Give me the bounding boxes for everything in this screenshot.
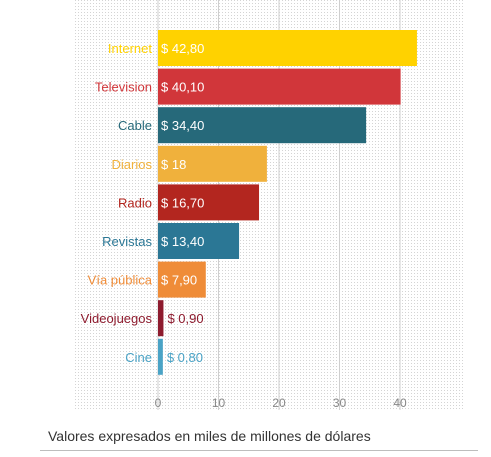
data-label: $ 0,80 (167, 350, 203, 365)
bar (158, 338, 163, 375)
data-label: $ 42,80 (161, 41, 204, 56)
category-label: Internet (108, 41, 152, 56)
data-label: $ 13,40 (161, 234, 204, 249)
category-label: Cable (118, 118, 152, 133)
category-label: Videojuegos (81, 311, 153, 326)
data-label: $ 0,90 (167, 311, 203, 326)
bar (158, 145, 267, 182)
bar (158, 300, 164, 337)
bar (158, 30, 417, 66)
tick-label: 10 (212, 396, 226, 410)
data-label: $ 40,10 (161, 80, 204, 95)
bar (158, 261, 206, 298)
category-label: Radio (118, 195, 152, 210)
category-label: Cine (125, 350, 152, 365)
category-label: Diarios (112, 157, 153, 172)
category-label: Revistas (102, 234, 152, 249)
tick-label: 20 (272, 396, 286, 410)
data-label: $ 16,70 (161, 195, 204, 210)
category-label: Vía pública (88, 273, 153, 288)
bar (158, 223, 240, 259)
chart-svg: $ 42,80 $ 40,10 $ 34,40 $ 18 $ 16,70 $ 13,40 $… (74, 0, 464, 410)
bar (158, 184, 260, 221)
caption-divider (40, 450, 478, 451)
data-label: $ 18 (161, 157, 186, 172)
category-labels: Internet Television Cable Diarios Radio Revis… (81, 41, 153, 365)
bar (158, 68, 401, 105)
bars: $ 42,80 $ 40,10 $ 34,40 $ 18 $ 16,70 $ 13,40 $… (158, 30, 417, 375)
plot-background (74, 0, 464, 410)
x-axis-ticks: 0 10 20 30 40 (155, 396, 407, 410)
data-label: $ 7,90 (161, 273, 197, 288)
bar (158, 107, 367, 144)
tick-label: 40 (393, 396, 407, 410)
category-label: Television (95, 80, 152, 95)
chart-caption: Valores expresados en miles de millones … (48, 428, 371, 444)
data-label: $ 34,40 (161, 118, 204, 133)
tick-label: 0 (155, 396, 162, 410)
tick-label: 30 (333, 396, 347, 410)
bar-chart: $ 42,80 $ 40,10 $ 34,40 $ 18 $ 16,70 $ 13,40 $… (74, 0, 464, 410)
